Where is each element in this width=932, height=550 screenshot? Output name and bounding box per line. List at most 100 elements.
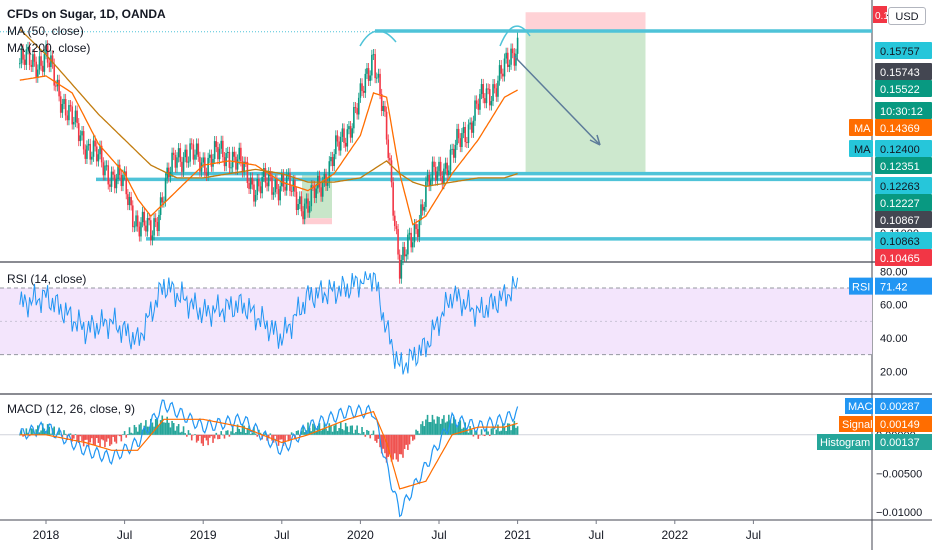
candle-body <box>300 196 303 212</box>
candle-body <box>143 211 146 226</box>
rsi-badge-value-bg <box>875 277 932 295</box>
macd-histogram-bar <box>420 424 422 435</box>
macd-histogram-bar <box>344 422 347 435</box>
ma-tag-text: MA <box>854 123 871 135</box>
candle-body <box>287 173 290 175</box>
macd-histogram-bar <box>228 434 231 437</box>
macd-histogram-bar <box>84 434 87 440</box>
macd-histogram-bar <box>20 429 23 435</box>
candle-body <box>302 211 304 220</box>
macd-badge-name-bg <box>817 434 873 450</box>
candle-body <box>516 37 519 54</box>
candle-body <box>97 154 100 162</box>
macd-histogram-bar <box>105 434 108 442</box>
macd-histogram-bar <box>475 430 478 435</box>
macd-histogram-bar <box>249 433 252 435</box>
candle-body <box>105 165 108 167</box>
macd-histogram-bar <box>326 430 329 435</box>
candle-body <box>73 122 75 125</box>
macd-histogram-bar <box>335 423 337 435</box>
candle-body <box>372 54 375 56</box>
candle-body <box>387 139 390 158</box>
candle-body <box>502 73 504 77</box>
price-label-bg <box>875 80 932 97</box>
macd-histogram-bar <box>375 434 378 443</box>
macd-histogram-bar <box>271 434 273 441</box>
candle-body <box>189 143 191 162</box>
candle-body <box>515 53 517 66</box>
candle-body <box>133 226 136 228</box>
macd-histogram-bar <box>186 434 188 437</box>
candle-body <box>425 181 427 207</box>
candle-body <box>451 148 453 150</box>
candle-body <box>28 47 31 65</box>
price-label-text: 0.14369 <box>880 123 920 135</box>
macd-badge: Signal 0.00149 <box>839 416 932 432</box>
candle-body <box>130 196 132 206</box>
macd-histogram-bar <box>158 425 160 435</box>
highlight-box-red <box>302 218 332 225</box>
candle-body <box>408 232 411 235</box>
macd-histogram-bar <box>123 431 126 435</box>
candle-body <box>505 52 507 59</box>
price-label-bg <box>875 177 932 194</box>
price-label: 0.15757 <box>875 42 932 59</box>
candle-body <box>341 128 344 137</box>
candle-body <box>462 127 465 134</box>
macd-badge: MACD 0.00287 <box>845 398 932 414</box>
macd-histogram-bar <box>81 434 83 441</box>
macd-histogram-bar <box>244 432 247 435</box>
candle-body <box>407 234 409 255</box>
macd-histogram-bar <box>122 434 124 435</box>
ma200-legend: MA (200, close) <box>7 41 91 55</box>
candle-body <box>161 197 164 203</box>
candle-body <box>220 140 223 149</box>
macd-histogram-bar <box>384 434 386 454</box>
macd-histogram-bar <box>226 430 229 435</box>
macd-histogram-bar <box>444 422 447 435</box>
macd-badge-name-bg <box>845 398 873 414</box>
rsi-scale-label: 40.00 <box>880 333 908 345</box>
time-axis-label: 2019 <box>190 528 217 542</box>
candle-body <box>331 157 334 167</box>
macd-badge-value: 0.00137 <box>880 437 920 449</box>
price-label-bg <box>875 119 932 136</box>
candle-body <box>138 226 141 237</box>
macd-histogram-bar <box>91 434 93 439</box>
candle-body <box>71 106 73 125</box>
candle-body <box>498 65 501 81</box>
candle-body <box>484 98 486 104</box>
candle-body <box>470 122 473 133</box>
macd-histogram-bar <box>474 431 476 435</box>
candle-body <box>344 142 347 147</box>
macd-histogram-bar <box>412 434 414 441</box>
candle-body <box>55 85 57 87</box>
price-label-bg <box>875 102 932 119</box>
price-label: 0.14369 MA <box>849 119 932 136</box>
price-label: 0.10465 <box>875 249 932 266</box>
macd-histogram-bar <box>469 426 471 435</box>
candle-body <box>369 75 372 81</box>
candle-body <box>32 54 34 67</box>
candle-body <box>27 47 29 50</box>
candle-body <box>346 129 349 147</box>
candle-body <box>244 161 247 163</box>
candle-body <box>274 179 277 193</box>
candle-body <box>37 69 39 78</box>
candle-body <box>412 242 414 248</box>
candle-body <box>182 157 185 172</box>
candle-body <box>335 135 337 155</box>
currency-button[interactable]: USD <box>888 7 926 25</box>
macd-histogram-bar <box>495 429 498 435</box>
ma50-line <box>19 75 518 226</box>
macd-histogram-bar <box>418 433 421 435</box>
macd-histogram-bar <box>38 432 41 435</box>
macd-histogram-bar <box>197 434 200 441</box>
candle-body <box>140 222 142 237</box>
macd-histogram-bar <box>104 434 106 448</box>
rsi-title: RSI (14, close) <box>7 272 87 286</box>
macd-badge-value-bg <box>875 416 932 432</box>
macd-histogram-bar <box>74 434 77 435</box>
